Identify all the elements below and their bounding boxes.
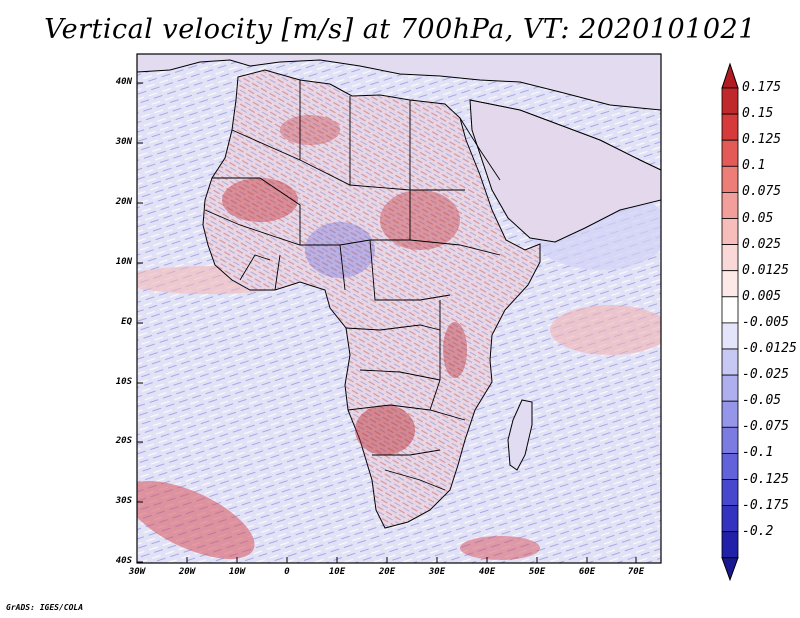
lon-label: 70E bbox=[627, 567, 645, 577]
lon-label: 20E bbox=[378, 567, 396, 577]
colorbar-label: 0.0125 bbox=[742, 262, 789, 278]
sudan-hotspot bbox=[380, 190, 460, 250]
colorbar-label: 0.1 bbox=[742, 158, 766, 174]
south-updraft-band bbox=[460, 536, 540, 560]
colorbar-swatch bbox=[721, 400, 739, 428]
lat-label: 40S bbox=[115, 556, 132, 566]
colorbar-swatch bbox=[721, 244, 739, 272]
gulf-coastline bbox=[469, 99, 661, 171]
colorbar-label: 0.175 bbox=[742, 80, 782, 95]
colorbar-max-arrow bbox=[721, 62, 739, 89]
chart-title: Vertical velocity [m/s] at 700hPa, VT: 2… bbox=[44, 14, 756, 45]
colorbar-swatch bbox=[721, 505, 739, 533]
colorbar-swatch bbox=[721, 165, 739, 193]
lon-label: 10E bbox=[328, 567, 346, 577]
colorbar-label: 0.075 bbox=[742, 184, 782, 200]
colorbar-label: 0.025 bbox=[742, 236, 782, 252]
lat-label: 30S bbox=[115, 496, 132, 506]
grads-credit: GrADS: IGES/COLA bbox=[6, 603, 84, 612]
colorbar-swatch bbox=[721, 218, 739, 246]
lat-label: 10N bbox=[115, 257, 132, 267]
colorbar-swatch bbox=[721, 479, 739, 507]
colorbar-swatch bbox=[721, 348, 739, 376]
north-africa-hotspot bbox=[280, 115, 340, 145]
lon-label: 0 bbox=[284, 567, 290, 577]
colorbar-label: -0.025 bbox=[742, 367, 789, 383]
colorbar-swatch bbox=[721, 452, 739, 480]
colorbar-label: 0.005 bbox=[742, 288, 782, 304]
colorbar bbox=[721, 62, 739, 582]
colorbar-min-arrow bbox=[721, 557, 739, 582]
lat-label: 40N bbox=[115, 77, 132, 87]
colorbar-swatch bbox=[721, 531, 739, 559]
lat-label: EQ bbox=[121, 317, 132, 327]
colorbar-swatch bbox=[721, 139, 739, 167]
lat-ticks bbox=[137, 82, 143, 563]
colorbar-swatch bbox=[721, 296, 739, 324]
lat-label: 10S bbox=[115, 377, 132, 387]
colorbar-label: 0.15 bbox=[742, 106, 774, 122]
colorbar-label: -0.05 bbox=[742, 393, 782, 409]
country-borders bbox=[204, 80, 501, 491]
lon-label: 50E bbox=[528, 567, 546, 577]
colorbar-swatch bbox=[721, 374, 739, 402]
plot-frame bbox=[136, 53, 662, 564]
lon-label: 30W bbox=[128, 567, 146, 577]
indian-ocean-pink-band bbox=[550, 305, 661, 355]
lake-region-hotspot bbox=[443, 322, 467, 378]
colorbar-label: 0.125 bbox=[742, 132, 782, 148]
colorbar-label: -0.175 bbox=[742, 497, 789, 513]
lon-label: 60E bbox=[578, 567, 596, 577]
lon-label: 30E bbox=[428, 567, 446, 577]
colorbar-swatch bbox=[721, 191, 739, 219]
colorbar-swatch bbox=[721, 113, 739, 141]
lat-label: 20N bbox=[115, 197, 132, 207]
africa-velocity-texture bbox=[203, 70, 540, 528]
colorbar-label: -0.005 bbox=[742, 314, 789, 330]
colorbar-swatch bbox=[721, 87, 739, 115]
colorbar-swatch bbox=[721, 426, 739, 454]
sahel-west-hotspot bbox=[222, 178, 298, 222]
colorbar-swatch bbox=[721, 270, 739, 298]
lon-label: 40E bbox=[478, 567, 496, 577]
southwest-updraft-band bbox=[137, 481, 255, 559]
lon-ticks bbox=[136, 557, 637, 563]
madagascar bbox=[507, 399, 533, 471]
colorbar-label: 0.05 bbox=[742, 210, 774, 226]
colorbar-label: -0.075 bbox=[742, 419, 789, 435]
lon-label: 20W bbox=[178, 567, 196, 577]
central-africa-downdraft bbox=[305, 222, 375, 278]
colorbar-label: -0.1 bbox=[742, 445, 774, 461]
lon-label: 10W bbox=[228, 567, 246, 577]
colorbar-swatch bbox=[721, 322, 739, 350]
lat-label: 20S bbox=[115, 436, 132, 446]
mediterranean-coastline bbox=[137, 59, 661, 111]
colorbar-label: -0.0125 bbox=[742, 341, 797, 356]
lat-label: 30N bbox=[115, 137, 132, 147]
southern-africa-hotspot bbox=[355, 405, 415, 455]
colorbar-label: -0.125 bbox=[742, 471, 789, 487]
northern-landmass bbox=[137, 54, 661, 110]
colorbar-label: -0.2 bbox=[742, 523, 774, 539]
